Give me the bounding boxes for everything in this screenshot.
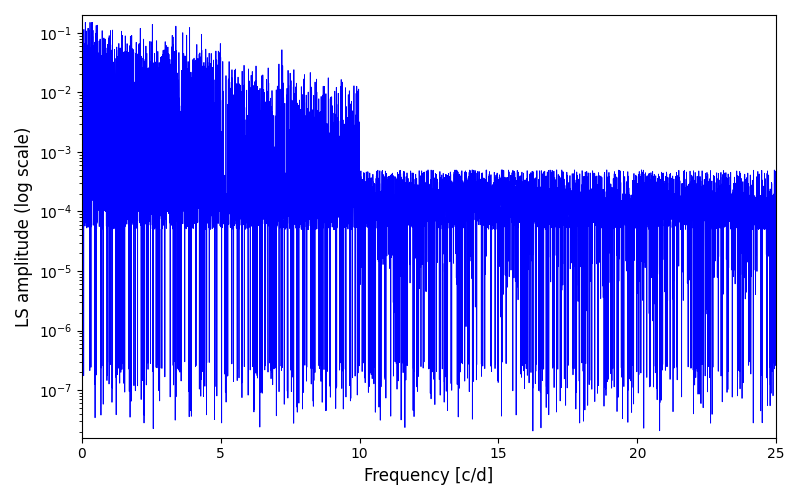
Y-axis label: LS amplitude (log scale): LS amplitude (log scale): [15, 126, 33, 326]
X-axis label: Frequency [c/d]: Frequency [c/d]: [364, 467, 494, 485]
